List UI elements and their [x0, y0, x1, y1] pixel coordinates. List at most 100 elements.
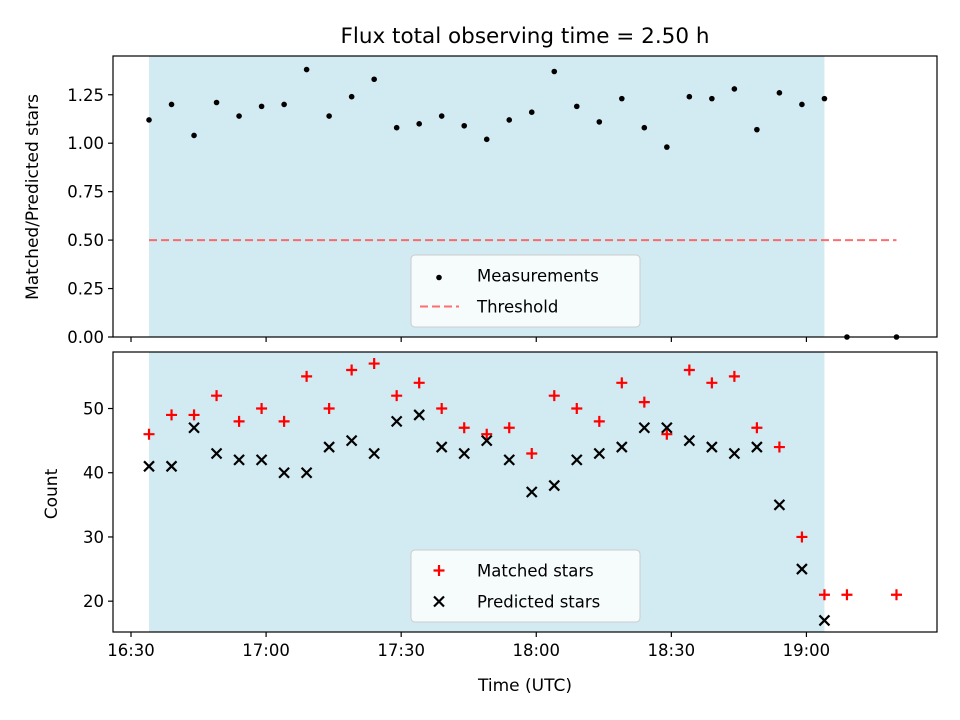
bottom-series-0-point-12: [413, 377, 425, 389]
top-series-0-point-2: [191, 132, 197, 139]
bottom-legend-box: [410, 549, 641, 623]
top-series-0-point-30: [821, 95, 828, 102]
top-series-0-point-9: [348, 93, 355, 100]
bottom-series-0-point-16: [503, 422, 515, 434]
top-series-0-point-23: [664, 144, 670, 150]
top-legend-box: [410, 254, 641, 328]
top-series-0-point-19: [573, 103, 580, 110]
bottom-series-1-point-13: [435, 441, 448, 453]
top-ytick-label-5: 1.25: [67, 86, 104, 105]
bottom-series-1-point-27: [751, 441, 763, 453]
xtick-label-5: 19:00: [783, 641, 831, 660]
bottom-series-0-point-11: [391, 390, 403, 402]
xtick-label-3: 18:00: [512, 641, 560, 660]
bottom-y-axis-label: Count: [42, 468, 62, 519]
bottom-series-0-point-9: [346, 364, 358, 376]
bottom-series-0-point-31: [841, 589, 853, 601]
top-series-0-point-25: [709, 95, 715, 102]
top-series-0-point-18: [551, 68, 558, 75]
bottom-series-0-point-0: [143, 428, 155, 440]
bottom-series-0-point-22: [638, 396, 650, 408]
top-series-0-point-17: [528, 109, 535, 115]
top-series-0-point-15: [483, 136, 490, 143]
bottom-series-0-point-28: [773, 441, 785, 453]
top-series-0-point-6: [281, 101, 287, 108]
top-legend-label-1: Threshold: [476, 298, 558, 317]
x-axis-label: Time (UTC): [477, 676, 572, 696]
bottom-series-1-point-5: [255, 454, 268, 466]
bottom-series-0-point-10: [368, 358, 380, 370]
bottom-legend-label-1: Predicted stars: [477, 593, 600, 612]
top-series-0-point-16: [506, 117, 513, 123]
bottom-series-0-point-7: [301, 370, 313, 382]
xtick-label-2: 17:30: [377, 641, 425, 660]
top-series-0-point-4: [236, 113, 242, 119]
bottom-series-1-point-30: [818, 614, 831, 627]
top-series-0-point-3: [213, 99, 220, 106]
bottom-series-1-point-1: [165, 460, 178, 473]
bottom-series-1-point-2: [188, 422, 200, 434]
top-series-0-point-12: [416, 121, 422, 127]
top-series-0-point-13: [438, 113, 445, 119]
bottom-series-0-point-1: [166, 409, 178, 421]
bottom-series-0-point-13: [436, 403, 448, 415]
top-y-axis-label: Matched/Predicted stars: [23, 94, 43, 300]
top-series-0-point-29: [799, 101, 805, 108]
xtick-label-1: 17:00: [242, 641, 290, 660]
bottom-panel: 20 30 40 50 16:30 17:00 17:30 18:00 18:30 19:00 Ma…: [83, 351, 938, 660]
top-panel: 0.00 0.25 0.50 0.75 1.00 1.25 Measurements Thre…: [67, 55, 938, 347]
top-ytick-label-1: 0.25: [67, 280, 104, 299]
figure-title: Flux total observing time = 2.50 h: [341, 24, 710, 49]
top-series-0-point-24: [686, 93, 693, 100]
top-ytick-label-4: 1.00: [67, 134, 104, 153]
bottom-series-0-point-15: [481, 428, 493, 440]
top-series-0-point-0: [146, 117, 152, 123]
bottom-series-0-point-32: [890, 589, 902, 601]
bottom-series-1-point-11: [390, 415, 403, 428]
bottom-series-0-point-5: [256, 403, 268, 415]
bottom-series-0-point-6: [278, 415, 290, 427]
bottom-series-0-point-18: [548, 390, 560, 402]
bottom-series-0-point-26: [728, 370, 740, 382]
bottom-series-0-point-2: [188, 409, 200, 421]
bottom-series-1-point-18: [548, 479, 561, 492]
top-legend-marker-0: [436, 274, 442, 281]
bottom-series-1-point-3: [210, 447, 223, 460]
bottom-series-1-point-19: [571, 454, 583, 466]
bottom-series-1-point-28: [773, 499, 786, 511]
bottom-legend-label-0: Matched stars: [477, 562, 594, 581]
bottom-series-1-point-17: [525, 486, 538, 498]
bottom-series-1-point-6: [278, 466, 290, 479]
bottom-series-0-point-29: [796, 531, 808, 543]
bottom-series-0-point-19: [571, 403, 583, 415]
bottom-series-1-point-15: [480, 434, 493, 447]
top-series-0-point-27: [754, 126, 760, 133]
bottom-series-1-point-10: [368, 447, 380, 460]
bottom-series-1-point-21: [616, 441, 628, 453]
xtick-label-0: 16:30: [107, 641, 155, 660]
bottom-series-1-point-14: [458, 447, 470, 460]
bottom-series-1-point-26: [728, 447, 741, 460]
top-series-0-point-11: [393, 124, 400, 131]
bottom-ytick-label-0: 20: [83, 592, 104, 611]
bottom-series-0-point-27: [751, 422, 763, 434]
bottom-series-1-point-9: [345, 434, 358, 447]
bottom-series-1-point-16: [503, 454, 516, 466]
top-series-0-point-20: [596, 119, 603, 125]
bottom-series-1-point-20: [593, 447, 606, 460]
top-series-0-point-22: [641, 124, 648, 131]
top-series-0-point-14: [461, 122, 468, 129]
bottom-ytick-label-1: 30: [83, 528, 104, 547]
top-series-0-point-5: [258, 103, 265, 110]
bottom-series-0-point-8: [323, 403, 335, 415]
top-legend-label-0: Measurements: [477, 267, 599, 286]
bottom-series-1-point-25: [706, 441, 718, 453]
bottom-series-0-point-4: [233, 415, 245, 427]
bottom-ytick-label-3: 50: [83, 400, 104, 419]
bottom-series-0-point-21: [616, 377, 628, 389]
top-series-0-point-28: [776, 90, 783, 96]
bottom-series-0-point-23: [661, 428, 673, 440]
top-series-0-point-8: [326, 113, 332, 119]
bottom-series-1-point-29: [796, 563, 808, 575]
bottom-series-1-point-23: [661, 422, 673, 434]
